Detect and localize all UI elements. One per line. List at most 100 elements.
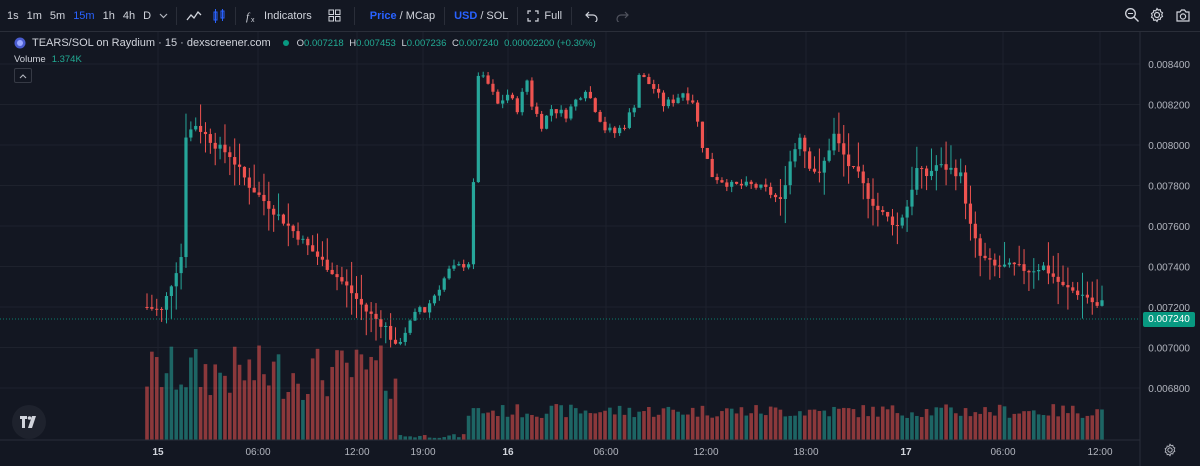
candle-body: [1041, 265, 1046, 270]
volume-bar: [1051, 404, 1056, 440]
volume-bar: [1075, 413, 1080, 440]
volume-bar: [301, 399, 305, 440]
volume-bar: [491, 410, 495, 440]
high-value: 0.007453: [356, 37, 396, 49]
interval-5m[interactable]: 5m: [49, 9, 66, 22]
volume-bar: [315, 348, 320, 440]
candle-body: [452, 265, 456, 269]
candle-body: [505, 94, 510, 101]
interval-1m[interactable]: 1m: [26, 9, 42, 22]
volume-bar: [461, 434, 466, 440]
candle-body: [705, 147, 709, 159]
candle-body: [978, 238, 982, 256]
chart-legend: TEARS/SOL on Raydium · 15 · dexscreener.…: [14, 37, 599, 49]
volume-bar: [807, 409, 812, 440]
settings-button[interactable]: [1146, 4, 1168, 26]
volume-bar: [252, 380, 256, 440]
layouts-button[interactable]: [323, 5, 346, 27]
volume-bar: [267, 385, 271, 440]
price-chart[interactable]: 0.008400 0.008200 0.008000 0.007800 0.007600…: [0, 32, 1200, 466]
tradingview-logo[interactable]: [12, 405, 46, 439]
candle-body: [720, 180, 724, 183]
separator: [444, 6, 446, 25]
full-label: Full: [544, 9, 563, 22]
volume-bar: [822, 410, 827, 440]
candle-body: [993, 259, 997, 266]
price-tick-label: 0.008200: [1148, 101, 1190, 112]
interval-d[interactable]: D: [143, 9, 152, 22]
candle-body: [593, 98, 597, 112]
volume-bar: [174, 389, 179, 440]
volume-bar: [530, 414, 534, 440]
candle-body: [856, 166, 860, 172]
candle-body: [169, 286, 173, 296]
candle-body: [291, 225, 295, 232]
chart-settings-button[interactable]: [1163, 443, 1179, 459]
candle-body: [817, 171, 821, 173]
time-tick-label: 12:00: [693, 447, 718, 458]
candle-body: [886, 211, 890, 217]
volume-bar: [1085, 415, 1090, 440]
candle-body: [710, 158, 714, 178]
volume-bar: [939, 407, 944, 440]
collapse-legend-button[interactable]: [14, 68, 32, 83]
volume-bar: [271, 361, 276, 440]
volume-bar: [1022, 411, 1026, 440]
volume-bar: [632, 417, 637, 440]
zoom-button[interactable]: [1121, 4, 1143, 26]
volume-bar: [900, 415, 905, 440]
volume-bar: [354, 349, 359, 440]
price-option[interactable]: Price: [369, 9, 397, 22]
line-chart-button[interactable]: [181, 5, 207, 27]
volume-bar: [1080, 417, 1085, 440]
currency-toggle[interactable]: USD / SOL: [449, 5, 513, 27]
chevron-down-icon: [159, 13, 168, 19]
candle-body: [145, 307, 149, 308]
volume-bars: [145, 345, 1104, 440]
volume-bar: [817, 410, 822, 440]
candle-body: [847, 154, 851, 167]
volume-bar: [802, 415, 807, 440]
volume-bar: [588, 413, 593, 440]
redo-button[interactable]: [610, 5, 634, 27]
candle-body: [895, 225, 899, 227]
candle-body: [486, 75, 490, 84]
candle-body: [861, 171, 865, 184]
undo-button[interactable]: [580, 5, 604, 27]
candle-body: [262, 194, 266, 202]
full-button[interactable]: Full: [522, 5, 567, 27]
interval-dropdown[interactable]: [155, 5, 172, 27]
candle-body: [954, 167, 958, 177]
volume-bar: [242, 380, 247, 440]
separator: [353, 6, 355, 25]
candle-body: [1027, 270, 1031, 273]
volume-bar: [890, 405, 895, 440]
volume-bar: [773, 407, 778, 440]
sol-option[interactable]: SOL: [486, 9, 509, 22]
screenshot-button[interactable]: [1172, 4, 1194, 26]
volume-bar: [846, 408, 851, 440]
volume-bar: [349, 377, 354, 440]
volume-bar: [910, 412, 914, 440]
usd-option[interactable]: USD: [454, 9, 478, 22]
volume-bar: [364, 369, 369, 440]
candle-body: [189, 129, 193, 138]
candles-button[interactable]: [207, 5, 231, 27]
volume-bar: [851, 409, 856, 440]
open-label: O: [296, 37, 305, 49]
interval-1s[interactable]: 1s: [7, 9, 19, 22]
volume-bar: [573, 408, 578, 440]
volume-bar: [374, 360, 378, 440]
interval-1h[interactable]: 1h: [102, 9, 115, 22]
slash: /: [480, 9, 484, 22]
ohlc-values: O0.007218 H0.007453 L0.007236 C0.007240 …: [297, 38, 599, 49]
volume-bar: [1002, 406, 1007, 440]
layouts-icon: [328, 9, 341, 22]
interval-4h[interactable]: 4h: [122, 9, 136, 22]
price-mcap-toggle[interactable]: Price / MCap: [365, 5, 440, 27]
interval-15m[interactable]: 15m: [73, 9, 95, 22]
volume-bar: [924, 409, 929, 440]
mcap-option[interactable]: MCap: [405, 9, 436, 22]
volume-bar: [1027, 411, 1031, 440]
